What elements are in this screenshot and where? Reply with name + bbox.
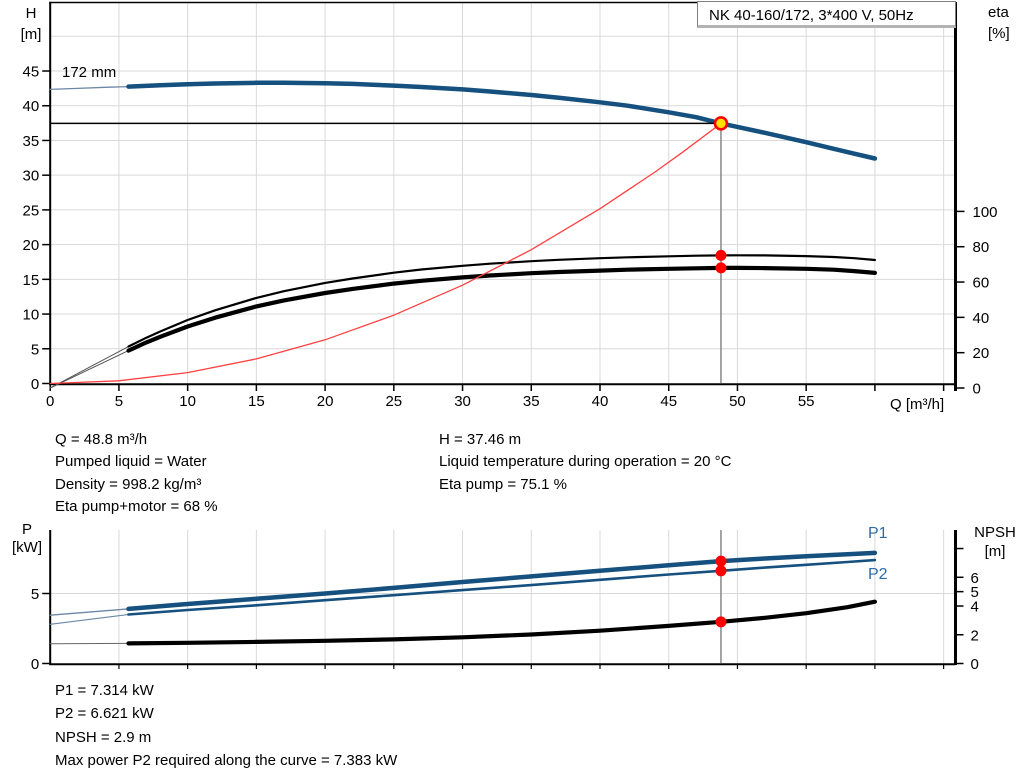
eta-tick-label: 80 <box>973 239 990 256</box>
h-tick-label: 15 <box>23 272 40 289</box>
npsh-tick-label: 4 <box>971 599 979 616</box>
p2-curve-label: P2 <box>868 566 888 583</box>
impeller-size-label: 172 mm <box>62 64 117 81</box>
eta-pump-curve-lead <box>49 346 129 389</box>
h-tick-label: 45 <box>23 64 40 81</box>
q-tick-label: 50 <box>729 393 746 410</box>
q-tick-label: 20 <box>317 393 334 410</box>
eta-tick-label: 60 <box>973 275 990 292</box>
h-tick-label: 40 <box>23 98 40 115</box>
h-tick-label: 0 <box>31 376 39 393</box>
q-tick-label: 5 <box>115 393 123 410</box>
npsh-tick-label: 2 <box>971 627 979 644</box>
h-tick-label: 35 <box>23 133 40 150</box>
q-tick-label: 35 <box>523 393 540 410</box>
bottom-right-axis-title: NPSH [m] <box>966 523 1024 561</box>
bottom-left-axis-title: P [kW] <box>4 521 50 557</box>
system-curve <box>49 122 722 385</box>
eta-axis-unit: [%] <box>988 25 1010 42</box>
result-liquid-temp: Liquid temperature during operation = 20… <box>439 453 732 471</box>
q-tick-label: 15 <box>248 393 265 410</box>
result-max-p2: Max power P2 required along the curve = … <box>55 751 398 769</box>
p1-curve-lead <box>49 608 130 616</box>
eta-pump-motor-curve <box>126 265 878 353</box>
result-p2: P2 = 6.621 kW <box>55 705 154 723</box>
h-axis-symbol: H <box>25 5 37 22</box>
eta-pump-duty-dot <box>715 249 727 261</box>
npsh-axis-symbol: NPSH <box>974 524 1016 541</box>
eta-tick-label: 100 <box>973 204 998 221</box>
result-npsh: NPSH = 2.9 m <box>55 728 152 746</box>
p1-curve-label: P1 <box>868 525 888 542</box>
p-tick-label: 5 <box>31 586 39 603</box>
q-tick-label: 40 <box>592 393 609 410</box>
h-axis-unit: [m] <box>20 26 42 43</box>
p2-curve <box>127 558 877 616</box>
eta-tick-label: 40 <box>973 310 990 327</box>
q-tick-label: 10 <box>179 393 196 410</box>
q-tick-label: 55 <box>798 393 815 410</box>
head-curve <box>126 80 878 161</box>
duty-results-right: H = 37.46 m Liquid temperature during op… <box>439 429 731 496</box>
power-results: P1 = 7.314 kW P2 = 6.621 kW NPSH = 2.9 m… <box>55 679 397 772</box>
duty-point-marker <box>713 116 729 131</box>
npsh-axis-unit: [m] <box>984 543 1006 560</box>
npsh-tick-label: 0 <box>971 656 979 673</box>
h-tick-label: 5 <box>31 341 39 358</box>
npsh-curve <box>126 599 878 646</box>
p-axis-unit: [kW] <box>12 539 42 556</box>
duty-results-left: Q = 48.8 m³/h Pumped liquid = Water Dens… <box>55 429 218 519</box>
result-h: H = 37.46 m <box>439 431 522 448</box>
q-tick-label: 0 <box>46 393 54 410</box>
h-tick-label: 25 <box>23 202 40 219</box>
q-axis-title: Q [m³/h] <box>890 396 945 413</box>
result-p1: P1 = 7.314 kW <box>55 682 154 699</box>
eta-pump-curve <box>127 254 877 348</box>
q-tick-label: 25 <box>385 393 402 410</box>
h-tick-label: 10 <box>23 307 40 324</box>
pump-title-box: NK 40-160/172, 3*400 V, 50Hz <box>697 1 956 28</box>
h-tick-label: 20 <box>23 237 40 254</box>
p1-duty-dot <box>715 555 727 567</box>
top-right-axis-title: eta [%] <box>988 2 1010 44</box>
npsh-tick-label: 5 <box>971 584 979 601</box>
eta-axis-symbol: eta <box>988 4 1009 21</box>
result-eta-pump-motor: Eta pump+motor = 68 % <box>55 498 218 516</box>
result-density: Density = 998.2 kg/m³ <box>55 475 202 493</box>
eta-pump-motor-duty-dot <box>715 262 727 274</box>
q-tick-label: 45 <box>660 393 677 410</box>
p2-curve-lead <box>49 613 130 625</box>
p1-curve <box>126 550 878 612</box>
npsh-duty-dot <box>715 616 727 628</box>
eta-tick-label: 0 <box>973 381 981 398</box>
eta-pump-motor-curve-lead <box>49 350 129 389</box>
eta-tick-label: 20 <box>973 345 990 362</box>
top-left-axis-title: H [m] <box>10 3 52 45</box>
head-curve-lead <box>49 85 130 91</box>
npsh-tick-label: 6 <box>971 570 979 587</box>
q-tick-label: 30 <box>454 393 471 410</box>
result-eta-pump: Eta pump = 75.1 % <box>439 475 567 493</box>
p2-duty-dot <box>715 565 727 577</box>
p-tick-label: 0 <box>31 656 39 673</box>
h-tick-label: 30 <box>23 168 40 185</box>
p-axis-symbol: P <box>21 521 32 538</box>
result-pumped-liquid: Pumped liquid = Water <box>55 453 207 471</box>
result-q: Q = 48.8 m³/h <box>55 431 148 448</box>
